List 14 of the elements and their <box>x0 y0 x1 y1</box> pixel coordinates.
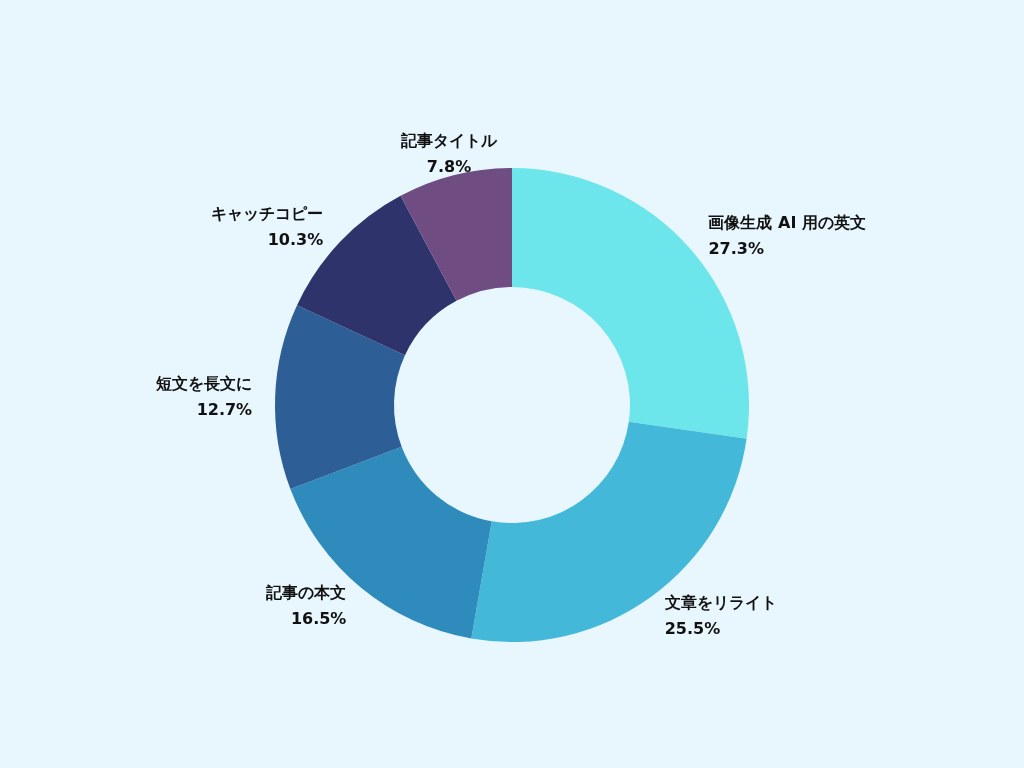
slice-label: 記事の本文 <box>265 583 347 603</box>
data-label: 25.5% <box>664 619 721 639</box>
data-label: 12.7% <box>196 399 253 419</box>
donut-slice <box>471 421 747 642</box>
data-label: 27.3% <box>708 238 765 258</box>
slice-label: 記事タイトル <box>399 130 498 150</box>
slice-label: キャッチコピー <box>211 204 324 224</box>
data-label: 10.3% <box>267 230 324 250</box>
slice-label: 画像生成 AI 用の英文 <box>708 212 866 232</box>
donut-slice <box>275 305 405 490</box>
slice-label: 短文を長文に <box>155 373 253 393</box>
slice-label: 文章をリライト <box>663 593 777 613</box>
data-label: 16.5% <box>290 609 347 629</box>
data-label: 7.8% <box>426 156 472 176</box>
